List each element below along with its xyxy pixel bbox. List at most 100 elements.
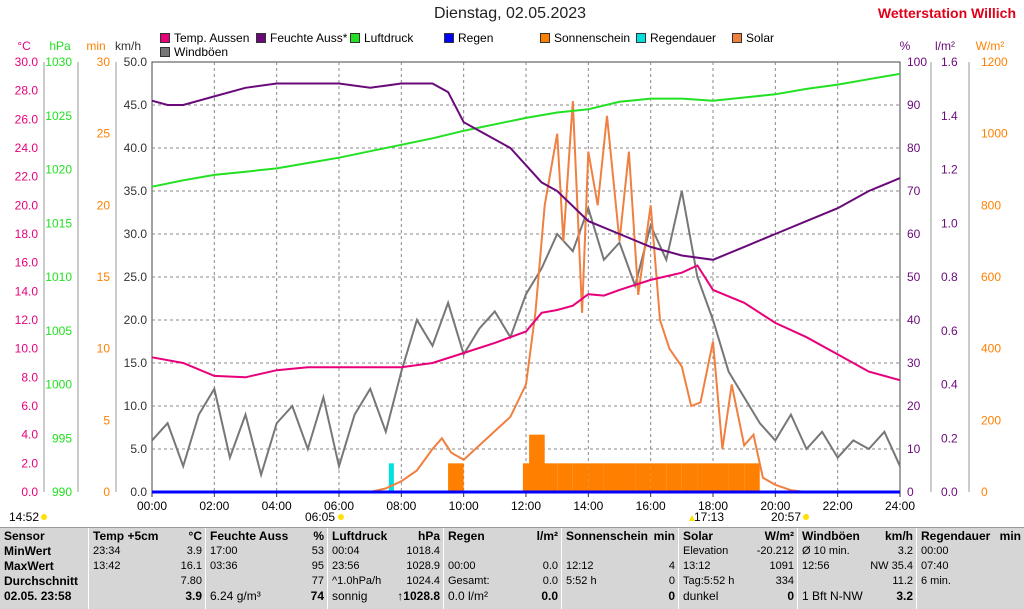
series-line-tempaussen [151,264,901,382]
legend-swatch [256,33,266,43]
sun-icon [41,514,47,520]
cell-left: 5:52 h [566,575,597,587]
pressure-tick-label: 1000 [45,378,72,392]
pressure-tick-label: 990 [52,485,72,499]
cell-left: 12:12 [566,560,594,572]
sunmin-tick-label: 25 [97,127,111,141]
cell-value: 16.1 [180,560,202,572]
bar-sonnenschein [697,463,713,492]
sunmin-tick-label: 30 [97,55,111,69]
temp-tick-label: 16.0 [15,256,39,270]
x-tick-label: 02:00 [199,499,229,513]
rain-tick-label: 1.6 [941,55,958,69]
x-tick-label: 24:00 [885,499,915,513]
column-unit: W/m² [764,529,794,543]
cell-value: 0.0 [542,575,558,587]
bar-sonnenschein [557,463,573,492]
table-column: Solar W/m² Elevation -20.212 13:12 1091 Tag:5:… [679,528,798,609]
cell-value: 3.9 [186,545,202,557]
column-separator [916,528,917,609]
column-title: Regendauer [921,529,991,543]
humidity-tick-label: 20 [907,399,921,413]
station-name: Wetterstation Willich [877,5,1016,21]
x-tick-label: 20:00 [760,499,790,513]
solar-tick-label: 1000 [981,127,1008,141]
column-title: Windböen [802,529,860,543]
table-cell-row: 12:12 4 [562,559,679,574]
marker-solarnoon-label: 17:13 [694,510,724,524]
table-cell-row: Tag:5:52 h 334 [679,574,798,589]
marker-sunset-label: 20:57 [771,510,801,524]
table-cell-row: 00:04 1018.4 [328,544,444,559]
x-tick-label: 04:00 [262,499,292,513]
table-cell-row: 00:00 0.0 [444,559,562,574]
sunmin-tick-label: 15 [97,270,111,284]
cell-left: sonnig [332,589,368,603]
rain-tick-label: 1.4 [941,109,958,123]
column-separator [678,528,679,609]
cell-value: 77 [311,575,324,587]
table-column: Regen l/m² 00:00 0.0 Gesamt: 0.0 0.0 l/m² 0.0 [444,528,562,609]
table-cell-row: Ø 10 min. 3.2 [798,544,917,559]
table-column: Luftdruck hPa 00:04 1018.4 23:56 1028.9 ^1.0hP… [328,528,444,609]
cell-left: ^1.0hPa/h [332,575,382,587]
bar-sonnenschein [603,463,620,492]
rain-tick-label: 1.2 [941,163,958,177]
data-table: Sensor MinWert MaxWert Durchschnitt 02.0… [0,527,1024,609]
table-cell-row: 00:00 [917,544,1024,559]
row-label: Sensor [4,529,45,543]
legend-item: Windböen [160,45,228,59]
cell-value: 3.2 [897,545,913,557]
column-title: Feuchte Auss [210,529,289,543]
table-cell-row: 7.80 [89,574,206,589]
cell-value: -20.212 [756,545,794,557]
sun-icon [689,515,695,521]
temp-tick-label: 18.0 [15,227,39,241]
humidity-tick-label: 90 [907,98,921,112]
solar-tick-label: 800 [981,198,1001,212]
cell-value: 0 [668,575,675,587]
cell-value: 1091 [769,560,794,572]
legend-swatch [732,33,742,43]
legend-label: Temp. Aussen [174,31,250,45]
column-title: Sonnenschein [566,529,649,543]
table-column: Feuchte Auss% 17:00 53 03:36 95 77 6.24 g/m³ 74 [206,528,328,609]
row-label: MinWert [4,544,52,558]
table-cell-row: sonnig ↑1028.8 [328,589,444,604]
column-separator [561,528,562,609]
bar-sonnenschein [681,463,698,492]
series-line-feuchteauss [151,82,901,261]
cell-value: 95 [311,560,324,572]
wind-tick-label: 50.0 [124,55,148,69]
legend-swatch [540,33,550,43]
table-cell-row: 23:56 1028.9 [328,559,444,574]
cell-value: 7.80 [180,575,202,587]
temp-tick-label: 20.0 [15,198,39,212]
table-cell-row: 5:52 h 0 [562,574,679,589]
rain-tick-label: 0.4 [941,378,958,392]
table-cell-row: 6 min. [917,574,1024,589]
column-header: Windböen km/h [798,528,917,544]
row-label: 02.05. 23:58 [4,589,72,603]
rain-tick-label: 0.0 [941,485,958,499]
sun-icon [803,514,809,520]
rain-tick-label: 0.2 [941,431,958,445]
legend-item: Regen [444,31,493,45]
wind-tick-label: 25.0 [124,270,148,284]
table-cell-row: 13:42 16.1 [89,559,206,574]
cell-value: 0 [787,589,794,603]
column-header: Luftdruck hPa [328,528,444,544]
column-unit: hPa [417,529,440,543]
humidity-tick-label: 10 [907,442,921,456]
temp-tick-label: 22.0 [15,170,39,184]
series-line-windben [151,190,901,479]
table-column: Windböen km/h Ø 10 min. 3.2 12:56 NW 35.4 11.2… [798,528,917,609]
table-cell-row [562,544,679,559]
x-tick-label: 22:00 [823,499,853,513]
cell-value: 53 [311,545,324,557]
bar-sonnenschein [635,463,651,492]
column-separator [327,528,328,609]
legend-label: Luftdruck [364,31,414,45]
table-cell-row: 13:12 1091 [679,559,798,574]
sunmin-tick-label: 20 [97,198,111,212]
